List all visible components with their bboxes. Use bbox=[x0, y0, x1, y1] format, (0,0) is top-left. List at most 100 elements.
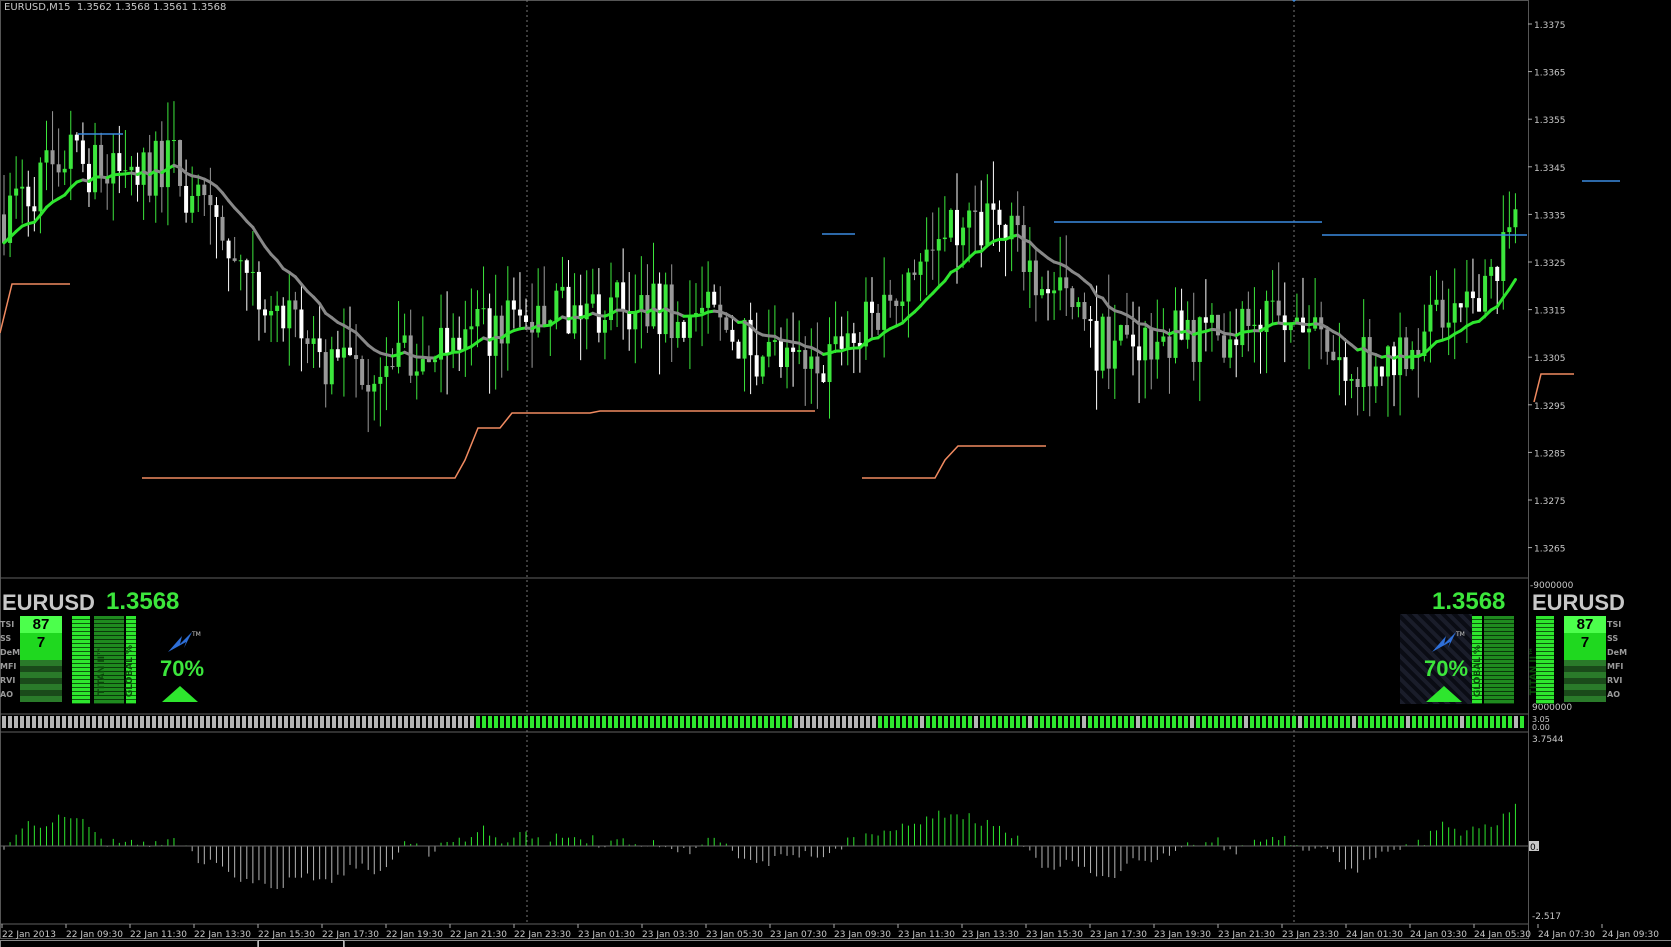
moving-average-group bbox=[4, 165, 1515, 358]
strip-cell bbox=[980, 716, 984, 728]
strip-cell bbox=[698, 716, 702, 728]
score-rows bbox=[20, 660, 62, 702]
time-label: 22 Jan 21:30 bbox=[450, 930, 507, 940]
score-bottom: 7 bbox=[1564, 634, 1606, 651]
strip-cell bbox=[902, 716, 906, 728]
candle-body bbox=[1428, 305, 1432, 332]
candle-body bbox=[324, 352, 328, 384]
strip-cell bbox=[368, 716, 372, 728]
candle-body bbox=[463, 329, 467, 350]
strip-cell bbox=[500, 716, 504, 728]
candle-body bbox=[475, 309, 479, 326]
candle-body bbox=[1192, 320, 1196, 362]
strip-cell bbox=[410, 716, 414, 728]
candle-body bbox=[852, 333, 856, 343]
row-label: DeM bbox=[0, 646, 20, 660]
strip-cell bbox=[1256, 716, 1260, 728]
strip-cell bbox=[290, 716, 294, 728]
candle-body bbox=[567, 287, 571, 333]
time-label: 23 Jan 01:30 bbox=[578, 930, 635, 940]
strip-cell bbox=[1202, 716, 1206, 728]
candle-body bbox=[560, 287, 564, 291]
candle-body bbox=[299, 310, 303, 339]
candle-body bbox=[1459, 303, 1463, 307]
chart-tabs bbox=[0, 940, 1671, 946]
candle-body bbox=[1149, 328, 1153, 360]
candle-body bbox=[1161, 336, 1165, 341]
strip-cell bbox=[740, 716, 744, 728]
strip-cell bbox=[1376, 716, 1380, 728]
osc-axis-label: -2.517 bbox=[1532, 912, 1561, 922]
time-label: 23 Jan 15:30 bbox=[1026, 930, 1083, 940]
candle-body bbox=[949, 210, 953, 238]
strip-cell bbox=[1178, 716, 1182, 728]
strip-cell bbox=[842, 716, 846, 728]
strip-cell bbox=[1226, 716, 1230, 728]
panel-price: 1.3568 bbox=[1432, 588, 1505, 616]
candle-body bbox=[20, 187, 24, 189]
strip-cell bbox=[314, 716, 318, 728]
strip-cell bbox=[182, 716, 186, 728]
candle-body bbox=[755, 355, 759, 376]
strip-cell bbox=[560, 716, 564, 728]
candle-body bbox=[482, 308, 486, 309]
candle-body bbox=[1040, 289, 1044, 295]
candle-body bbox=[202, 185, 206, 195]
strip-cell bbox=[620, 716, 624, 728]
meter-label-global: GLOBAL % bbox=[125, 631, 135, 711]
time-label: 22 Jan 23:30 bbox=[514, 930, 571, 940]
strip-cell bbox=[152, 716, 156, 728]
strip-cell bbox=[632, 716, 636, 728]
candle-body bbox=[1483, 276, 1487, 312]
candle-body bbox=[943, 238, 947, 239]
strip-cell bbox=[1460, 716, 1464, 728]
strip-cell bbox=[1346, 716, 1350, 728]
candle-body bbox=[743, 320, 747, 359]
row-label: DeM bbox=[1607, 646, 1627, 660]
strip-cell bbox=[56, 716, 60, 728]
strip-cell bbox=[164, 716, 168, 728]
candle-body bbox=[870, 302, 874, 313]
strip-cell bbox=[1124, 716, 1128, 728]
strip-cell bbox=[1316, 716, 1320, 728]
strip-cell bbox=[1232, 716, 1236, 728]
panel-percent: 70% bbox=[160, 656, 204, 682]
strip-cell bbox=[122, 716, 126, 728]
candle-body bbox=[1435, 300, 1439, 305]
row-label: MFI bbox=[0, 660, 20, 674]
strip-cell bbox=[644, 716, 648, 728]
strip-cell bbox=[1454, 716, 1458, 728]
row-label: TSI bbox=[0, 618, 20, 632]
time-label: 22 Jan 2013 bbox=[2, 930, 56, 940]
osc-axis-label: 3.7544 bbox=[1532, 735, 1564, 745]
strip-cell bbox=[608, 716, 612, 728]
triangle-up-icon bbox=[1424, 686, 1464, 704]
strip-cell bbox=[578, 716, 582, 728]
price-label: 1.3355 bbox=[1534, 116, 1566, 126]
candle-body bbox=[287, 300, 291, 328]
time-label: 23 Jan 19:30 bbox=[1154, 930, 1211, 940]
strip-cell bbox=[1370, 716, 1374, 728]
candle-body bbox=[214, 205, 218, 217]
strip-cell bbox=[674, 716, 678, 728]
strip-cell bbox=[92, 716, 96, 728]
strip-cell bbox=[1490, 716, 1494, 728]
candle-body bbox=[1513, 209, 1517, 227]
candle-body bbox=[997, 210, 1001, 225]
candle-body bbox=[1022, 225, 1026, 272]
time-label: 23 Jan 21:30 bbox=[1218, 930, 1275, 940]
strip-cell bbox=[278, 716, 282, 728]
row-label: TSI bbox=[1607, 618, 1627, 632]
strip-cell bbox=[812, 716, 816, 728]
strip-cell bbox=[830, 716, 834, 728]
ma-segment bbox=[277, 260, 283, 268]
ma-segment bbox=[945, 272, 951, 281]
strip-cell bbox=[1520, 716, 1524, 728]
strip-axis-label: 0.00 bbox=[1532, 723, 1550, 732]
candle-body bbox=[1368, 337, 1372, 386]
side-labels: TSI SS DeM MFI RVI AO bbox=[0, 618, 20, 702]
candle-body bbox=[142, 152, 146, 184]
candle-body bbox=[1325, 329, 1329, 351]
candle-body bbox=[172, 140, 176, 141]
